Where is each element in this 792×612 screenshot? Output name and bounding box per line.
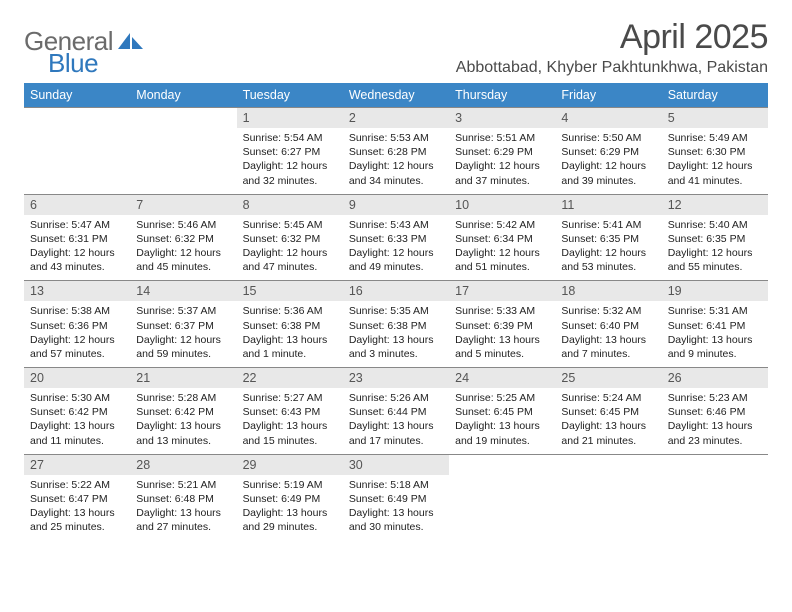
day-number-cell bbox=[449, 454, 555, 475]
day-content-cell: Sunrise: 5:54 AMSunset: 6:27 PMDaylight:… bbox=[237, 128, 343, 194]
day-number-cell: 30 bbox=[343, 454, 449, 475]
title-block: April 2025 Abbottabad, Khyber Pakhtunkhw… bbox=[456, 18, 768, 77]
day-content-cell: Sunrise: 5:24 AMSunset: 6:45 PMDaylight:… bbox=[555, 388, 661, 454]
day-content-cell bbox=[662, 475, 768, 541]
logo-text-blue: Blue bbox=[48, 48, 98, 78]
day-content-cell: Sunrise: 5:33 AMSunset: 6:39 PMDaylight:… bbox=[449, 301, 555, 367]
day-content-cell: Sunrise: 5:46 AMSunset: 6:32 PMDaylight:… bbox=[130, 215, 236, 281]
day-number-cell: 18 bbox=[555, 281, 661, 302]
weekday-header: Thursday bbox=[449, 83, 555, 108]
day-content-cell: Sunrise: 5:45 AMSunset: 6:32 PMDaylight:… bbox=[237, 215, 343, 281]
header-row: General Blue April 2025 Abbottabad, Khyb… bbox=[24, 18, 768, 77]
day-number-row: 6789101112 bbox=[24, 194, 768, 215]
day-content-cell: Sunrise: 5:37 AMSunset: 6:37 PMDaylight:… bbox=[130, 301, 236, 367]
day-number-cell: 16 bbox=[343, 281, 449, 302]
day-content-cell: Sunrise: 5:38 AMSunset: 6:36 PMDaylight:… bbox=[24, 301, 130, 367]
day-number-cell bbox=[662, 454, 768, 475]
day-number-cell: 28 bbox=[130, 454, 236, 475]
day-number-cell bbox=[24, 108, 130, 129]
day-number-row: 12345 bbox=[24, 108, 768, 129]
day-content-cell: Sunrise: 5:43 AMSunset: 6:33 PMDaylight:… bbox=[343, 215, 449, 281]
day-content-cell: Sunrise: 5:19 AMSunset: 6:49 PMDaylight:… bbox=[237, 475, 343, 541]
day-number-cell: 10 bbox=[449, 194, 555, 215]
weekday-header: Sunday bbox=[24, 83, 130, 108]
day-number-cell: 21 bbox=[130, 368, 236, 389]
day-content-cell: Sunrise: 5:27 AMSunset: 6:43 PMDaylight:… bbox=[237, 388, 343, 454]
day-number-cell: 19 bbox=[662, 281, 768, 302]
calendar-table: Sunday Monday Tuesday Wednesday Thursday… bbox=[24, 83, 768, 540]
day-content-cell: Sunrise: 5:28 AMSunset: 6:42 PMDaylight:… bbox=[130, 388, 236, 454]
day-number-cell: 23 bbox=[343, 368, 449, 389]
day-content-cell: Sunrise: 5:25 AMSunset: 6:45 PMDaylight:… bbox=[449, 388, 555, 454]
weekday-header-row: Sunday Monday Tuesday Wednesday Thursday… bbox=[24, 83, 768, 108]
calendar-body: 12345Sunrise: 5:54 AMSunset: 6:27 PMDayl… bbox=[24, 108, 768, 541]
day-number-cell: 29 bbox=[237, 454, 343, 475]
day-content-cell: Sunrise: 5:21 AMSunset: 6:48 PMDaylight:… bbox=[130, 475, 236, 541]
day-number-cell: 20 bbox=[24, 368, 130, 389]
day-content-cell: Sunrise: 5:47 AMSunset: 6:31 PMDaylight:… bbox=[24, 215, 130, 281]
day-content-cell: Sunrise: 5:53 AMSunset: 6:28 PMDaylight:… bbox=[343, 128, 449, 194]
day-number-row: 27282930 bbox=[24, 454, 768, 475]
day-number-cell: 26 bbox=[662, 368, 768, 389]
day-number-cell: 14 bbox=[130, 281, 236, 302]
day-content-cell: Sunrise: 5:22 AMSunset: 6:47 PMDaylight:… bbox=[24, 475, 130, 541]
weekday-header: Saturday bbox=[662, 83, 768, 108]
weekday-header: Friday bbox=[555, 83, 661, 108]
day-number-cell bbox=[555, 454, 661, 475]
day-number-cell: 25 bbox=[555, 368, 661, 389]
day-content-cell bbox=[24, 128, 130, 194]
day-content-cell: Sunrise: 5:42 AMSunset: 6:34 PMDaylight:… bbox=[449, 215, 555, 281]
day-number-cell: 1 bbox=[237, 108, 343, 129]
day-number-cell: 9 bbox=[343, 194, 449, 215]
day-number-cell: 8 bbox=[237, 194, 343, 215]
day-content-cell: Sunrise: 5:36 AMSunset: 6:38 PMDaylight:… bbox=[237, 301, 343, 367]
day-content-cell: Sunrise: 5:35 AMSunset: 6:38 PMDaylight:… bbox=[343, 301, 449, 367]
logo-text-blue-wrap: Blue bbox=[48, 48, 98, 79]
day-content-cell: Sunrise: 5:32 AMSunset: 6:40 PMDaylight:… bbox=[555, 301, 661, 367]
day-content-row: Sunrise: 5:38 AMSunset: 6:36 PMDaylight:… bbox=[24, 301, 768, 367]
weekday-header: Wednesday bbox=[343, 83, 449, 108]
day-content-cell: Sunrise: 5:23 AMSunset: 6:46 PMDaylight:… bbox=[662, 388, 768, 454]
day-content-cell bbox=[555, 475, 661, 541]
day-number-cell: 2 bbox=[343, 108, 449, 129]
day-content-row: Sunrise: 5:22 AMSunset: 6:47 PMDaylight:… bbox=[24, 475, 768, 541]
day-content-row: Sunrise: 5:54 AMSunset: 6:27 PMDaylight:… bbox=[24, 128, 768, 194]
day-content-row: Sunrise: 5:47 AMSunset: 6:31 PMDaylight:… bbox=[24, 215, 768, 281]
day-content-cell: Sunrise: 5:26 AMSunset: 6:44 PMDaylight:… bbox=[343, 388, 449, 454]
day-number-cell: 27 bbox=[24, 454, 130, 475]
day-content-cell: Sunrise: 5:50 AMSunset: 6:29 PMDaylight:… bbox=[555, 128, 661, 194]
day-number-cell: 13 bbox=[24, 281, 130, 302]
location-text: Abbottabad, Khyber Pakhtunkhwa, Pakistan bbox=[456, 59, 768, 77]
day-number-cell: 6 bbox=[24, 194, 130, 215]
day-content-cell: Sunrise: 5:49 AMSunset: 6:30 PMDaylight:… bbox=[662, 128, 768, 194]
day-number-cell: 11 bbox=[555, 194, 661, 215]
day-content-cell bbox=[449, 475, 555, 541]
day-number-cell: 7 bbox=[130, 194, 236, 215]
day-content-cell: Sunrise: 5:31 AMSunset: 6:41 PMDaylight:… bbox=[662, 301, 768, 367]
calendar-page: General Blue April 2025 Abbottabad, Khyb… bbox=[0, 0, 792, 540]
day-number-cell: 5 bbox=[662, 108, 768, 129]
day-number-cell: 15 bbox=[237, 281, 343, 302]
day-content-cell: Sunrise: 5:41 AMSunset: 6:35 PMDaylight:… bbox=[555, 215, 661, 281]
day-number-cell: 4 bbox=[555, 108, 661, 129]
logo: General Blue bbox=[24, 26, 145, 57]
day-content-row: Sunrise: 5:30 AMSunset: 6:42 PMDaylight:… bbox=[24, 388, 768, 454]
day-content-cell: Sunrise: 5:18 AMSunset: 6:49 PMDaylight:… bbox=[343, 475, 449, 541]
weekday-header: Monday bbox=[130, 83, 236, 108]
day-number-cell: 3 bbox=[449, 108, 555, 129]
day-number-row: 13141516171819 bbox=[24, 281, 768, 302]
logo-sail-icon bbox=[117, 31, 145, 51]
day-number-cell: 24 bbox=[449, 368, 555, 389]
day-content-cell bbox=[130, 128, 236, 194]
weekday-header: Tuesday bbox=[237, 83, 343, 108]
day-content-cell: Sunrise: 5:30 AMSunset: 6:42 PMDaylight:… bbox=[24, 388, 130, 454]
day-number-cell: 12 bbox=[662, 194, 768, 215]
day-number-cell: 22 bbox=[237, 368, 343, 389]
day-number-cell bbox=[130, 108, 236, 129]
day-number-row: 20212223242526 bbox=[24, 368, 768, 389]
day-number-cell: 17 bbox=[449, 281, 555, 302]
day-content-cell: Sunrise: 5:51 AMSunset: 6:29 PMDaylight:… bbox=[449, 128, 555, 194]
month-title: April 2025 bbox=[456, 18, 768, 57]
day-content-cell: Sunrise: 5:40 AMSunset: 6:35 PMDaylight:… bbox=[662, 215, 768, 281]
